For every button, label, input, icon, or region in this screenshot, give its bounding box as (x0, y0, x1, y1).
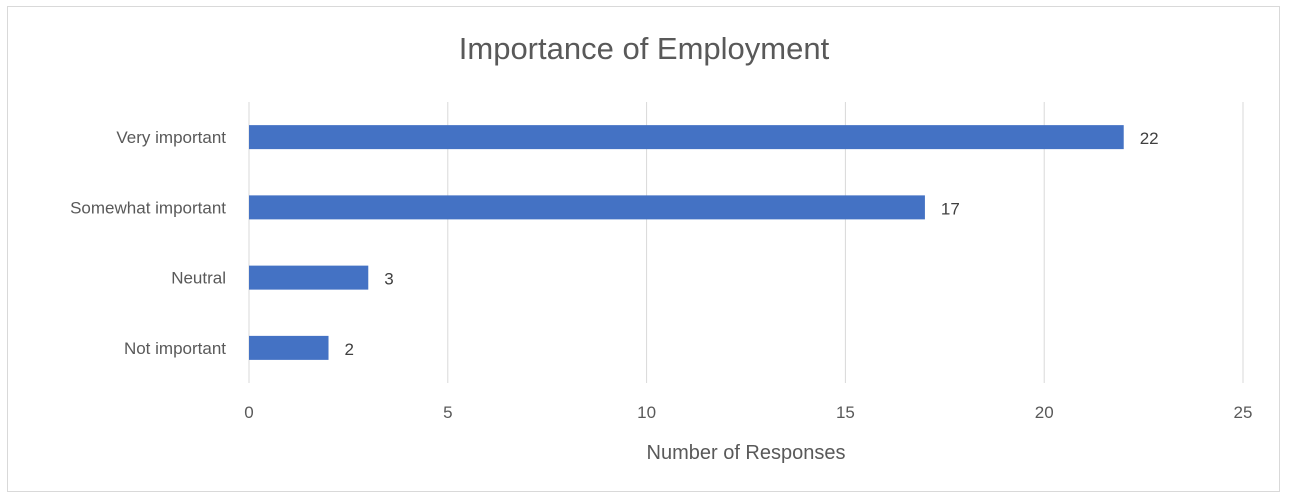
x-tick-label: 15 (836, 403, 855, 422)
category-label: Neutral (171, 269, 226, 288)
category-label: Not important (124, 339, 226, 358)
data-label: 2 (345, 340, 354, 359)
bar (249, 125, 1124, 150)
x-tick-label: 25 (1234, 403, 1253, 422)
chart-title: Importance of Employment (459, 31, 830, 66)
bars (249, 125, 1124, 360)
data-label: 22 (1140, 129, 1159, 148)
category-label: Very important (116, 128, 226, 147)
x-tick-label: 10 (637, 403, 656, 422)
bar (249, 265, 369, 290)
x-tick-label: 0 (244, 403, 253, 422)
x-tick-labels: 0 5 10 15 20 25 (244, 403, 1252, 422)
x-tick-label: 20 (1035, 403, 1054, 422)
x-tick-label: 5 (443, 403, 452, 422)
bar (249, 195, 925, 220)
chart-frame (7, 6, 1280, 492)
data-label: 17 (941, 199, 960, 218)
x-axis-title: Number of Responses (647, 442, 846, 464)
category-labels: Very important Somewhat important Neutral N… (70, 128, 226, 358)
category-label: Somewhat important (70, 198, 226, 217)
bar (249, 335, 329, 360)
data-labels: 22 17 3 2 (345, 129, 1159, 359)
data-label: 3 (384, 270, 393, 289)
